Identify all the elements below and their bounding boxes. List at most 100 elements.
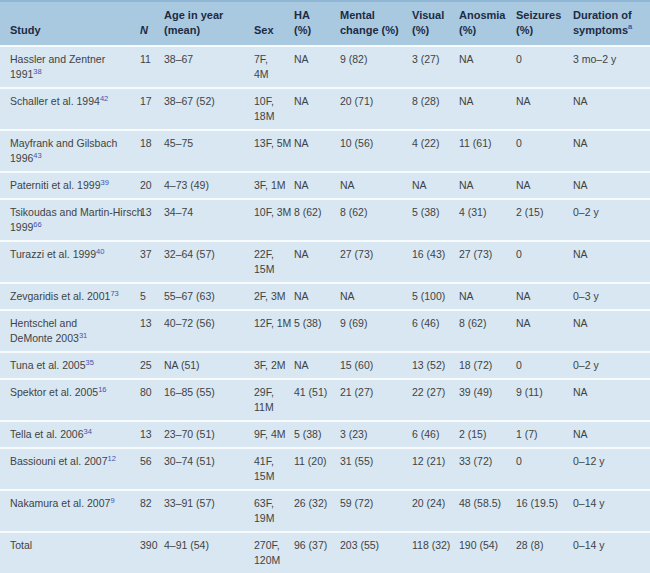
cell-n: 390	[140, 532, 164, 573]
column-header-label: N	[140, 24, 148, 36]
cell-visual: 12 (21)	[412, 448, 459, 490]
cell-ha: 8 (62)	[294, 199, 340, 241]
citation-ref[interactable]: 9	[110, 496, 114, 505]
cell-n: 5	[140, 283, 164, 310]
cell-visual: 8 (28)	[412, 88, 459, 130]
citation-ref[interactable]: 40	[96, 247, 104, 256]
citation-ref[interactable]: 34	[84, 427, 92, 436]
table-row: Paterniti et al. 199939204–73 (49)3F, 1M…	[0, 172, 650, 199]
cell-duration: NA	[573, 172, 650, 199]
study-name: Hassler and Zentner 1991	[10, 53, 105, 80]
cell-n: 80	[140, 379, 164, 421]
header-footnote-marker: a	[628, 22, 632, 31]
citation-ref[interactable]: 12	[107, 454, 115, 463]
cell-seizures: 1 (7)	[516, 421, 573, 448]
table-row: Bassiouni et al. 2007125630–74 (51)41F, …	[0, 448, 650, 490]
cell-sex: 3F, 1M	[254, 172, 294, 199]
cell-ha: NA	[294, 241, 340, 283]
cell-age: 40–72 (56)	[164, 310, 254, 352]
column-header-label: Visual (%)	[412, 9, 444, 36]
study-name: Paterniti et al. 1999	[10, 179, 100, 191]
study-name: Spektor et al. 2005	[10, 386, 98, 398]
cell-duration: 0–3 y	[573, 283, 650, 310]
cell-ha: NA	[294, 172, 340, 199]
column-header-study: Study	[0, 1, 140, 46]
column-header-label: Sex	[254, 24, 274, 36]
cell-duration: NA	[573, 88, 650, 130]
table-row: Turazzi et al. 1999403732–64 (57)22F, 15…	[0, 241, 650, 283]
column-header-duration: Duration of symptomsa	[573, 1, 650, 46]
cell-mental: 9 (69)	[340, 310, 412, 352]
cell-visual: 6 (46)	[412, 310, 459, 352]
citation-ref[interactable]: 35	[86, 358, 94, 367]
table-row: Schaller et al. 1994421738–67 (52)10F, 1…	[0, 88, 650, 130]
table-row: Zevgaridis et al. 200173555–67 (63)2F, 3…	[0, 283, 650, 310]
cell-age: 33–91 (57)	[164, 490, 254, 532]
citation-ref[interactable]: 66	[33, 220, 41, 229]
cell-study: Bassiouni et al. 200712	[0, 448, 140, 490]
cell-age: 55–67 (63)	[164, 283, 254, 310]
cell-age: 23–70 (51)	[164, 421, 254, 448]
cell-visual: 4 (22)	[412, 130, 459, 172]
cell-duration: NA	[573, 310, 650, 352]
study-name: Tuna et al. 2005	[10, 359, 86, 371]
study-name: Schaller et al. 1994	[10, 95, 100, 107]
cell-n: 82	[140, 490, 164, 532]
study-name: Nakamura et al. 2007	[10, 497, 110, 509]
cell-anosmia: NA	[459, 46, 516, 88]
cell-study: Tuna et al. 200535	[0, 352, 140, 379]
cell-study: Hentschel and DeMonte 200331	[0, 310, 140, 352]
cell-sex: 270F, 120M	[254, 532, 294, 573]
cell-age: 38–67 (52)	[164, 88, 254, 130]
cell-visual: 22 (27)	[412, 379, 459, 421]
citation-ref[interactable]: 43	[33, 151, 41, 160]
cell-mental: 203 (55)	[340, 532, 412, 573]
column-header-sex: Sex	[254, 1, 294, 46]
column-header-label: Seizures (%)	[516, 9, 561, 36]
cell-n: 18	[140, 130, 164, 172]
cell-age: 45–75	[164, 130, 254, 172]
study-name: Turazzi et al. 1999	[10, 248, 96, 260]
cell-sex: 12F, 1M	[254, 310, 294, 352]
cell-n: 17	[140, 88, 164, 130]
cell-seizures: 0	[516, 46, 573, 88]
citation-ref[interactable]: 42	[100, 94, 108, 103]
cell-seizures: NA	[516, 88, 573, 130]
study-name: Bassiouni et al. 2007	[10, 455, 107, 467]
citation-ref[interactable]: 39	[100, 178, 108, 187]
cell-mental: 8 (62)	[340, 199, 412, 241]
table-row: Tsikoudas and Martin-Hirsch 1999661334–7…	[0, 199, 650, 241]
header-row: StudyNAge in year (mean)SexHA (%)Mental …	[0, 1, 650, 46]
cell-study: Zevgaridis et al. 200173	[0, 283, 140, 310]
citation-ref[interactable]: 31	[79, 331, 87, 340]
cell-study: Tsikoudas and Martin-Hirsch 199966	[0, 199, 140, 241]
cell-sex: 63F, 19M	[254, 490, 294, 532]
cell-visual: 6 (46)	[412, 421, 459, 448]
cell-duration: 0–2 y	[573, 352, 650, 379]
cell-age: 16–85 (55)	[164, 379, 254, 421]
table-row: Hassler and Zentner 1991381138–677F, 4MN…	[0, 46, 650, 88]
cell-ha: NA	[294, 88, 340, 130]
citation-ref[interactable]: 73	[110, 289, 118, 298]
citation-ref[interactable]: 38	[33, 67, 41, 76]
cell-n: 56	[140, 448, 164, 490]
cell-sex: 7F, 4M	[254, 46, 294, 88]
cell-visual: 20 (24)	[412, 490, 459, 532]
column-header-label: Mental change (%)	[340, 9, 399, 36]
column-header-label: HA (%)	[294, 9, 311, 36]
cell-anosmia: 33 (72)	[459, 448, 516, 490]
cell-ha: 26 (32)	[294, 490, 340, 532]
citation-ref[interactable]: 16	[98, 385, 106, 394]
cell-ha: 11 (20)	[294, 448, 340, 490]
cell-age: 32–64 (57)	[164, 241, 254, 283]
cell-n: 25	[140, 352, 164, 379]
cell-ha: 96 (37)	[294, 532, 340, 573]
cell-anosmia: NA	[459, 283, 516, 310]
cell-n: 13	[140, 310, 164, 352]
column-header-label: Duration of symptoms	[573, 9, 632, 36]
study-name: Mayfrank and Gilsbach 1996	[10, 137, 117, 164]
studies-table: StudyNAge in year (mean)SexHA (%)Mental …	[0, 0, 650, 573]
column-header-label: Anosmia (%)	[459, 9, 505, 36]
cell-sex: 2F, 3M	[254, 283, 294, 310]
cell-seizures: 28 (8)	[516, 532, 573, 573]
